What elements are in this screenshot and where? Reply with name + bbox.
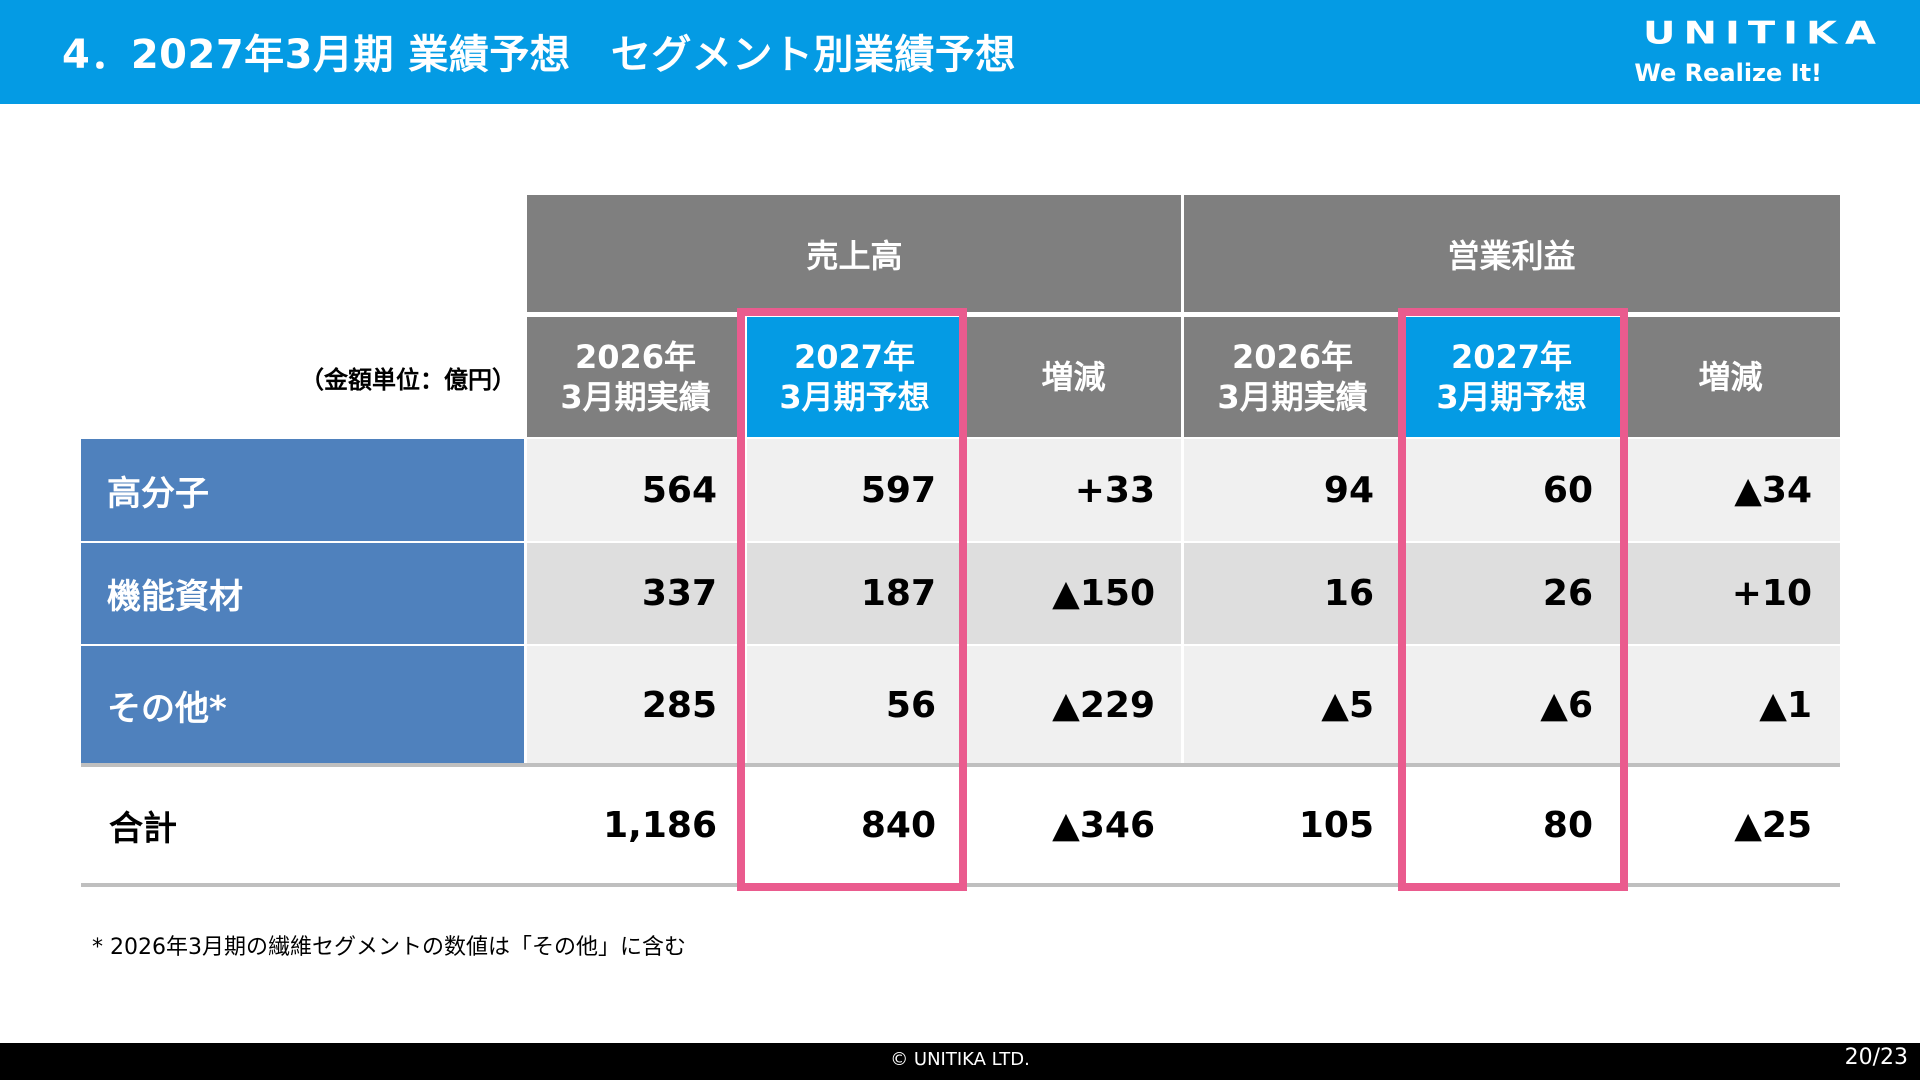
- table-cell: ▲6: [1402, 645, 1621, 766]
- table-cell: 285: [526, 645, 745, 766]
- table-cell: ▲34: [1621, 439, 1840, 542]
- table-cell: 60: [1402, 439, 1621, 542]
- column-header-line1: 増減: [1041, 358, 1106, 396]
- table-cell: +10: [1621, 542, 1840, 645]
- row-header: 高分子: [81, 439, 526, 542]
- table-cell: 26: [1402, 542, 1621, 645]
- column-header-line1: 2026年: [574, 338, 697, 376]
- column-header-line1: 2027年: [793, 338, 916, 376]
- table-cell: ▲229: [964, 645, 1183, 766]
- column-divider: [1181, 195, 1184, 766]
- unitika-logo: UNITIKA We Realize It!: [1534, 18, 1884, 88]
- column-header: 2027年 3月期予想: [1402, 317, 1621, 437]
- header-bar: 4．2027年3月期 業績予想 セグメント別業績予想 UNITIKA We Re…: [0, 0, 1920, 104]
- total-row-label: 合計: [109, 809, 177, 849]
- highlight-sales-forecast: [737, 308, 967, 891]
- group-header-operating-profit: 営業利益: [1183, 195, 1840, 312]
- row-header: 機能資材: [81, 542, 526, 645]
- table-cell: ▲1: [1621, 645, 1840, 766]
- copyright: © UNITIKA LTD.: [890, 1049, 1030, 1070]
- logo-wordmark: UNITIKA: [1643, 15, 1884, 52]
- table-cell: 56: [745, 645, 964, 766]
- footer-bar: [0, 1043, 1920, 1080]
- column-header-line1: 2026年: [1231, 338, 1354, 376]
- total-cell: ▲25: [1734, 805, 1812, 846]
- page-title: 4．2027年3月期 業績予想 セグメント別業績予想: [62, 32, 1016, 78]
- total-cell: 840: [860, 805, 936, 846]
- column-header-line2: 3月期実績: [560, 378, 711, 416]
- column-header-line2: 3月期予想: [1436, 378, 1587, 416]
- column-header: 増減: [1621, 317, 1840, 437]
- total-cell: 80: [1542, 805, 1593, 846]
- table-cell: 187: [745, 542, 964, 645]
- table-cell: +33: [964, 439, 1183, 542]
- total-cell: ▲346: [1052, 805, 1155, 846]
- column-divider: [524, 195, 527, 766]
- page-number: 20/23: [1844, 1045, 1908, 1070]
- group-header-sales: 売上高: [526, 195, 1183, 312]
- column-header: 2027年 3月期予想: [745, 317, 964, 437]
- column-header-line2: 3月期実績: [1217, 378, 1368, 416]
- table-cell: 94: [1183, 439, 1402, 542]
- column-header: 増減: [964, 317, 1183, 437]
- highlight-profit-forecast: [1398, 308, 1628, 891]
- unit-label: （金額単位：億円）: [300, 365, 516, 394]
- table-cell: 597: [745, 439, 964, 542]
- column-header-line1: 増減: [1698, 358, 1763, 396]
- column-header: 2026年 3月期実績: [526, 317, 745, 437]
- table-cell: ▲5: [1183, 645, 1402, 766]
- row-divider: [526, 312, 1840, 317]
- table-cell: 16: [1183, 542, 1402, 645]
- table-cell: 564: [526, 439, 745, 542]
- column-header-line2: 3月期予想: [779, 378, 930, 416]
- logo-tagline: We Realize It!: [1634, 59, 1822, 87]
- total-cell: 1,186: [603, 805, 717, 846]
- table-cell: ▲150: [964, 542, 1183, 645]
- footnote: * 2026年3月期の繊維セグメントの数値は「その他」に含む: [92, 935, 686, 960]
- total-cell: 105: [1298, 805, 1374, 846]
- column-header: 2026年 3月期実績: [1183, 317, 1402, 437]
- table-cell: 337: [526, 542, 745, 645]
- column-header-line1: 2027年: [1450, 338, 1573, 376]
- row-header: その他*: [81, 645, 526, 766]
